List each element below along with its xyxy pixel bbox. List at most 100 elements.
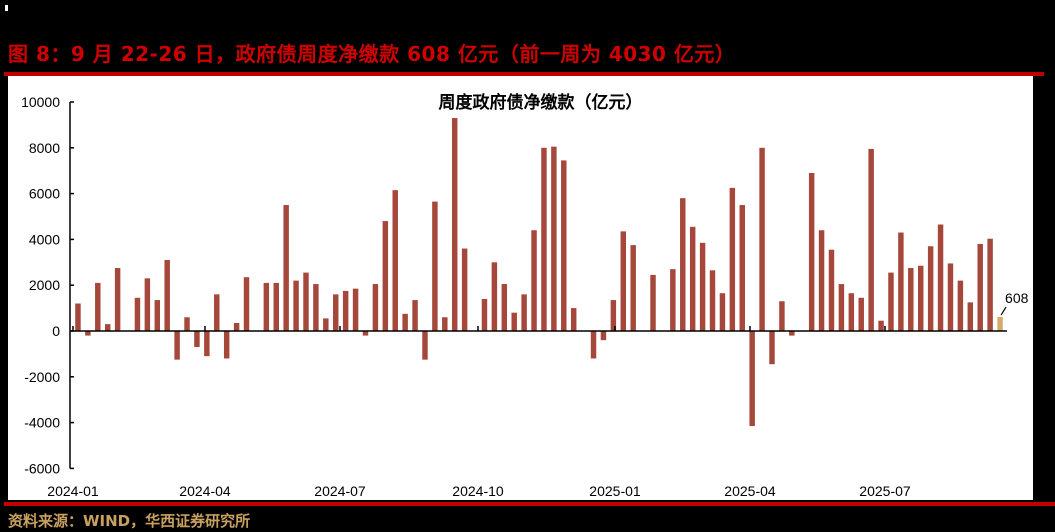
bar xyxy=(164,260,170,331)
bar xyxy=(114,268,121,331)
x-tick-label: 2025-01 xyxy=(589,483,641,499)
y-tick-label: 2000 xyxy=(29,277,60,293)
bar xyxy=(313,284,319,331)
bar xyxy=(689,226,696,331)
bar xyxy=(75,303,81,331)
bar xyxy=(789,331,795,336)
bar xyxy=(382,221,389,331)
bar xyxy=(927,246,934,331)
bar xyxy=(95,282,101,331)
bar xyxy=(184,317,190,331)
bar xyxy=(333,294,339,331)
bar xyxy=(759,147,765,331)
bar xyxy=(422,331,428,360)
bar xyxy=(194,331,200,348)
bar xyxy=(749,331,755,427)
y-tick-label: 10000 xyxy=(21,94,60,110)
bar xyxy=(977,243,983,331)
bar xyxy=(937,224,944,331)
bar xyxy=(709,270,716,331)
annotation-leader xyxy=(1000,306,1007,316)
bar xyxy=(352,288,359,331)
bar-chart: 10000 8000 6000 4000 2000 0 -2000 -4000 -6000 202… xyxy=(21,94,1029,499)
bar xyxy=(521,294,527,331)
bar xyxy=(957,280,964,331)
source-rule xyxy=(4,502,1055,506)
bar xyxy=(174,331,180,360)
y-tick-label: 6000 xyxy=(29,186,60,202)
bar xyxy=(451,118,458,331)
x-tick-label: 2024-01 xyxy=(47,483,99,499)
bar xyxy=(412,300,418,331)
bar xyxy=(590,331,597,359)
bar xyxy=(263,282,270,331)
bar xyxy=(670,269,676,331)
source-note: 资料来源：WIND，华西证券研究所 xyxy=(8,512,251,530)
bar xyxy=(620,231,627,331)
bar xyxy=(442,317,448,331)
bar xyxy=(878,320,884,331)
y-tick-label: -2000 xyxy=(24,369,60,385)
bar xyxy=(610,300,617,331)
bar xyxy=(561,160,567,331)
bar xyxy=(848,293,855,331)
bar xyxy=(630,245,636,331)
chart-title: 周度政府债净缴款（亿元） xyxy=(438,93,643,113)
bar xyxy=(888,272,894,331)
bar xyxy=(868,148,874,331)
bar xyxy=(858,297,864,331)
highlight-bar xyxy=(997,317,1003,331)
bar xyxy=(214,294,220,331)
bar xyxy=(947,263,954,331)
bar xyxy=(461,248,468,331)
x-tick-label: 2024-07 xyxy=(314,483,366,499)
y-tick-label: 8000 xyxy=(29,140,60,156)
annotation-label: 608 xyxy=(1005,290,1029,306)
bar xyxy=(680,198,686,331)
bar xyxy=(541,147,547,331)
bar xyxy=(808,172,815,331)
x-tick-label: 2025-04 xyxy=(724,483,776,499)
bar xyxy=(511,312,517,331)
bar xyxy=(481,298,488,331)
bar xyxy=(491,262,498,331)
y-tick-label: 0 xyxy=(52,323,60,339)
bar xyxy=(283,205,289,331)
bar xyxy=(729,187,736,331)
bar xyxy=(293,280,299,331)
bar xyxy=(570,308,577,331)
bar xyxy=(432,201,438,331)
y-tick-label: -6000 xyxy=(24,460,60,476)
bar xyxy=(967,302,974,331)
bar xyxy=(987,238,993,331)
bar xyxy=(273,282,279,331)
bar xyxy=(917,265,924,331)
bar xyxy=(908,268,914,331)
bar xyxy=(372,284,379,331)
bar xyxy=(392,190,398,331)
bar xyxy=(85,331,91,336)
x-tick-label: 2025-07 xyxy=(859,483,911,499)
bar xyxy=(739,205,745,331)
bar xyxy=(779,301,785,331)
chart-panel: 周度政府债净缴款（亿元） 10000 8000 6000 4000 2000 0 -2000… xyxy=(8,76,1033,500)
bar xyxy=(134,297,141,331)
title-rule xyxy=(4,72,1044,76)
x-tick-label: 2024-04 xyxy=(179,483,231,499)
bar xyxy=(699,242,706,331)
figure-title: 图 8：9 月 22-26 日，政府债周度净缴款 608 亿元（前一周为 403… xyxy=(8,42,736,66)
y-tick-label: 4000 xyxy=(29,231,60,247)
bar xyxy=(838,284,845,331)
bar xyxy=(898,232,904,331)
bar xyxy=(818,230,825,331)
bar xyxy=(828,249,835,331)
bar xyxy=(551,146,557,331)
bar xyxy=(104,324,111,331)
bar xyxy=(769,331,775,365)
bar xyxy=(233,322,240,331)
corner-marker xyxy=(5,5,8,11)
bar xyxy=(204,331,210,357)
bar xyxy=(342,290,349,331)
bar xyxy=(600,331,607,341)
y-tick-label: -4000 xyxy=(24,415,60,431)
